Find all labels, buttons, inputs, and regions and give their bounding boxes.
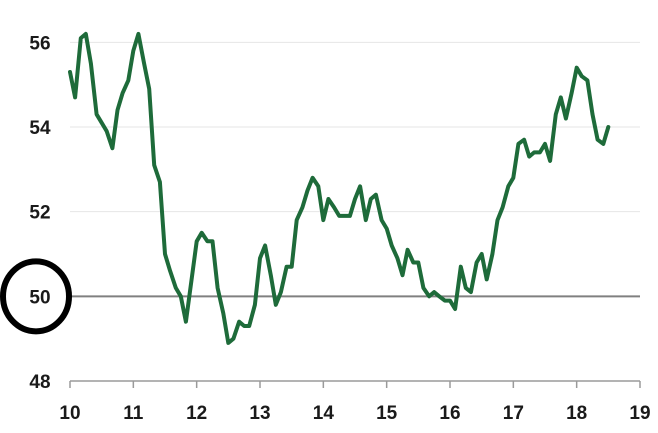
x-tick-label: 10 bbox=[59, 403, 80, 424]
x-tick-label: 12 bbox=[186, 403, 207, 424]
y-tick-label: 56 bbox=[29, 33, 50, 54]
x-axis: 10 11 12 13 14 15 16 17 18 19 bbox=[59, 381, 651, 424]
series-line bbox=[68, 31, 611, 345]
y-tick-label: 48 bbox=[29, 372, 50, 393]
x-tick-label: 11 bbox=[123, 403, 144, 424]
x-tick-label: 18 bbox=[566, 403, 587, 424]
x-tick-label: 14 bbox=[313, 403, 335, 424]
x-tick-label: 19 bbox=[629, 403, 650, 424]
y-tick-label: 54 bbox=[29, 118, 51, 139]
series-layer bbox=[68, 31, 611, 345]
highlight-circle-50 bbox=[0, 258, 72, 335]
y-tick-label: 52 bbox=[29, 203, 50, 224]
y-tick-label: 50 bbox=[29, 287, 50, 308]
x-tick-label: 13 bbox=[249, 403, 270, 424]
x-tick-label: 15 bbox=[376, 403, 398, 424]
x-tick-label: 16 bbox=[439, 403, 460, 424]
x-tick-label: 17 bbox=[503, 403, 524, 424]
y-axis: 48 50 52 54 56 bbox=[29, 33, 51, 393]
